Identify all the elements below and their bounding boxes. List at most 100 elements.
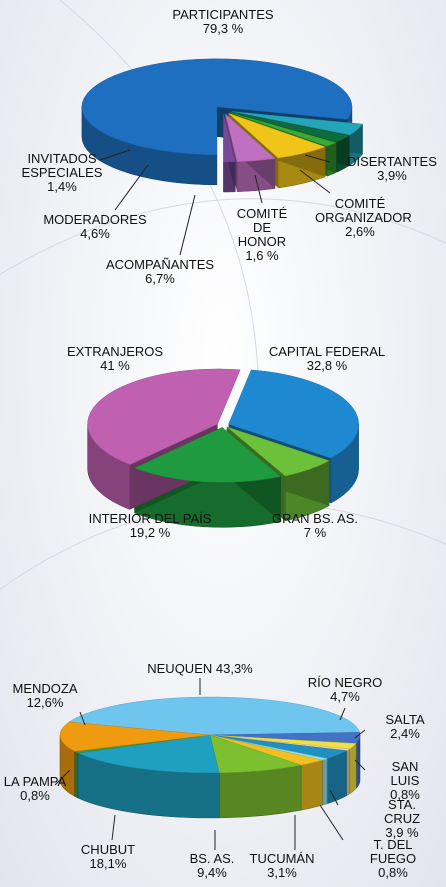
category-label: COMITÉ ORGANIZADOR	[315, 196, 412, 225]
leader-line	[179, 194, 196, 256]
pie-slice	[133, 427, 282, 483]
pie-slice	[68, 696, 360, 736]
value-label: 6,7%	[145, 271, 175, 286]
leader-line	[254, 174, 263, 204]
pie-slice	[232, 111, 364, 136]
category-label: INTERIOR DEL PAÍS	[88, 511, 212, 526]
value-label: 2,6%	[345, 224, 375, 239]
leader-line	[114, 164, 149, 211]
leader-line	[299, 169, 331, 194]
leader-line	[354, 729, 366, 739]
slice-label: INTERIOR DEL PAÍS 19,2 %	[89, 512, 212, 540]
leader-line	[304, 154, 331, 163]
value-label: 7 %	[303, 525, 327, 540]
leader-line	[319, 804, 344, 841]
slice-label: CHUBUT 18,1%	[81, 843, 135, 871]
value-label: 0,8%	[378, 865, 408, 880]
slice-side	[349, 742, 357, 795]
slice-label: COMITÉ ORGANIZADOR 2,6%	[315, 196, 412, 239]
slice-label: TUCUMÁN 3,1%	[250, 852, 315, 880]
value-label: 3,9 %	[385, 825, 419, 840]
slice-label: INVITADOS ESPECIALES 1,4%	[17, 152, 107, 194]
slice-label: MENDOZA 12,6%	[13, 682, 78, 710]
category-label: ACOMPAÑANTES	[105, 257, 215, 272]
category-label: DISERTANTES	[347, 154, 437, 169]
pie-slice	[228, 369, 359, 459]
pie-chart	[87, 368, 359, 528]
category-label: SAN LUIS	[390, 759, 420, 788]
category-label: STA. CRUZ	[383, 797, 421, 826]
pie-slice	[77, 734, 220, 774]
slice-label: SAN LUIS 0,8%	[385, 760, 426, 802]
slice-label: BS. AS. 9,4%	[190, 852, 235, 880]
value-label: 79,3 %	[202, 21, 244, 36]
pie-slice	[209, 734, 303, 774]
pie-tops	[59, 696, 361, 774]
slice-side	[322, 758, 328, 806]
category-label: MENDOZA	[12, 681, 78, 696]
leader-line	[79, 711, 86, 726]
category-label: COMITÉ DE HONOR	[236, 206, 288, 249]
pie-sides	[59, 734, 361, 819]
leader-line	[329, 789, 339, 806]
slice-side	[218, 764, 302, 819]
leader-line	[111, 814, 116, 841]
pie-tops	[87, 368, 359, 483]
category-label: NEUQUEN	[147, 661, 213, 676]
category-label: EXTRANJEROS	[66, 344, 164, 359]
value-label: 41 %	[100, 358, 130, 373]
pie-chart	[54, 678, 366, 850]
slice-label: EXTRANJEROS 41 %	[67, 345, 163, 373]
pie-chart	[81, 58, 364, 256]
leader-line	[54, 769, 71, 786]
value-label: 0,8%	[390, 787, 420, 802]
value-label: 4,7%	[330, 689, 360, 704]
slice-label: GRAN BS. AS. 7 %	[272, 512, 358, 540]
slice-side	[300, 759, 323, 811]
category-label: BS. AS.	[189, 851, 235, 866]
slice-label: RÍO NEGRO 4,7%	[308, 676, 382, 704]
slice-label: PARTICIPANTES 79,3 %	[172, 8, 273, 36]
category-label: RÍO NEGRO	[307, 675, 383, 690]
pie-slice	[81, 58, 353, 156]
pie-slice	[231, 111, 350, 143]
slice-side	[346, 748, 350, 797]
slice-side	[74, 750, 79, 799]
pie-slice	[230, 112, 337, 147]
pie-slice	[228, 113, 326, 159]
category-label: LA PAMPA	[3, 774, 67, 789]
value-label: 4,6%	[80, 226, 110, 241]
slice-label: CAPITAL FEDERAL 32,8 %	[269, 345, 385, 373]
slice-label: ACOMPAÑANTES 6,7%	[106, 258, 214, 286]
slice-label: STA. CRUZ 3,9 %	[380, 798, 424, 840]
value-label: 43,3%	[215, 661, 253, 676]
category-label: TUCUMÁN	[249, 851, 315, 866]
category-label: GRAN BS. AS.	[272, 511, 358, 526]
value-label: 19,2 %	[129, 525, 171, 540]
category-label: T. DEL FUEGO	[369, 837, 417, 866]
leader-line	[339, 707, 346, 721]
value-label: 2,4%	[390, 726, 420, 741]
category-label: CAPITAL FEDERAL	[268, 344, 386, 359]
category-label: SALTA	[385, 712, 425, 727]
value-label: 0,8%	[20, 788, 50, 803]
value-label: 9,4%	[197, 865, 227, 880]
category-label: MODERADORES	[43, 212, 147, 227]
slice-label: COMITÉ DE HONOR 1,6 %	[227, 207, 297, 263]
value-label: 18,1%	[89, 856, 127, 871]
slice-label: NEUQUEN 43,3%	[147, 662, 253, 676]
value-label: 3,1%	[267, 865, 297, 880]
slice-label: LA PAMPA 0,8%	[4, 775, 66, 803]
value-label: 1,4%	[47, 179, 77, 194]
pie-slice	[223, 113, 236, 163]
pie-slice	[224, 113, 276, 162]
slice-label: MODERADORES 4,6%	[43, 213, 146, 241]
value-label: 32,8 %	[306, 358, 348, 373]
slice-label: DISERTANTES 3,9%	[347, 155, 437, 183]
pie-slice	[226, 426, 330, 477]
leader-line	[99, 149, 131, 161]
category-label: INVITADOS ESPECIALES	[21, 151, 103, 180]
pie-slice	[87, 368, 241, 465]
